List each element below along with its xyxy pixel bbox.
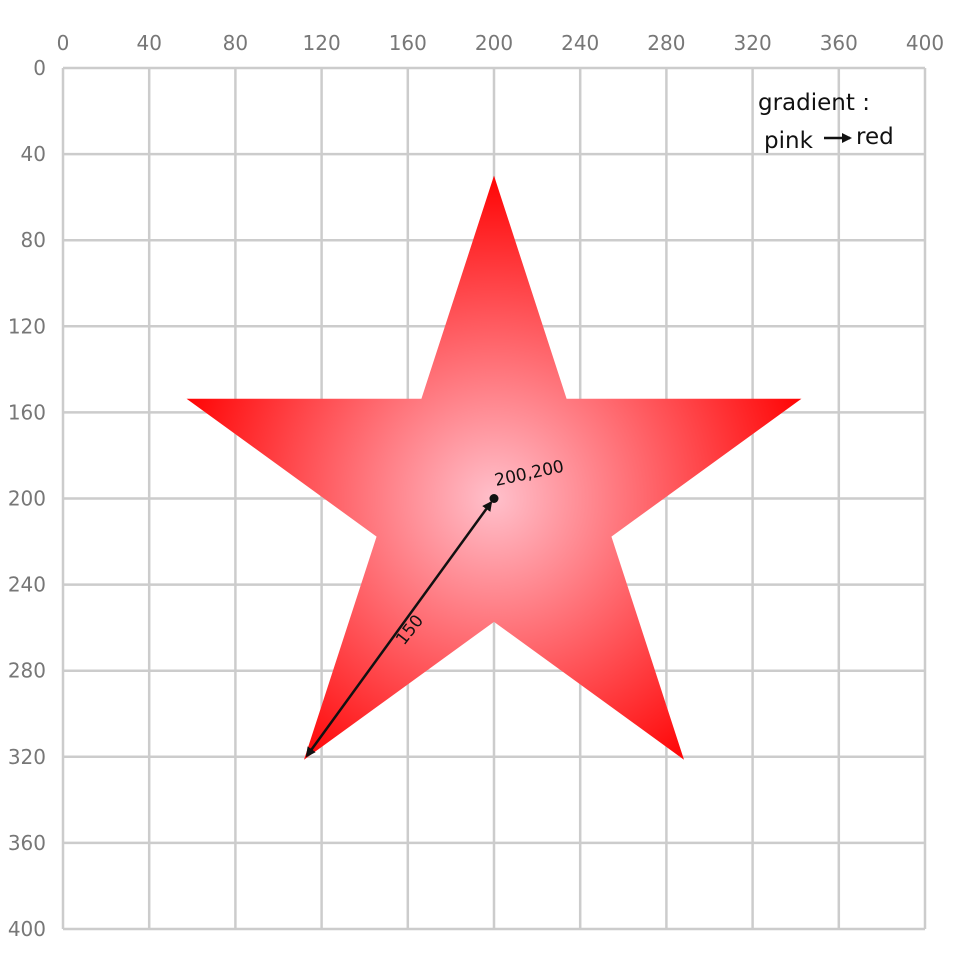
y-tick-label: 0	[33, 56, 46, 80]
x-tick-label: 160	[389, 31, 427, 55]
x-tick-label: 120	[303, 31, 341, 55]
x-tick-label: 360	[820, 31, 858, 55]
y-tick-label: 280	[8, 659, 46, 683]
y-axis-ticks: 0 40 80 120 160 200 240 280 320 360 400	[8, 56, 46, 941]
radius-arrow	[305, 500, 493, 758]
y-tick-label: 360	[8, 831, 46, 855]
x-tick-label: 400	[906, 31, 944, 55]
star-shape	[186, 175, 802, 760]
y-tick-label: 120	[8, 314, 46, 338]
x-tick-label: 0	[57, 31, 70, 55]
x-tick-label: 200	[475, 31, 513, 55]
x-tick-label: 280	[647, 31, 685, 55]
gradient-note-red: red	[856, 124, 894, 150]
x-axis-ticks: 0 40 80 120 160 200 240 280 320 360 400	[57, 31, 944, 55]
y-tick-label: 40	[21, 142, 46, 166]
x-tick-label: 40	[136, 31, 161, 55]
y-tick-label: 160	[8, 400, 46, 424]
gradient-note-pink: pink	[764, 128, 814, 154]
y-tick-label: 320	[8, 745, 46, 769]
gradient-note-line1: gradient :	[758, 90, 870, 116]
x-tick-label: 240	[561, 31, 599, 55]
y-tick-label: 240	[8, 573, 46, 597]
center-point	[489, 494, 499, 503]
x-tick-label: 80	[223, 31, 248, 55]
y-tick-label: 400	[8, 917, 46, 941]
x-tick-label: 320	[734, 31, 772, 55]
y-tick-label: 80	[21, 228, 46, 252]
y-tick-label: 200	[8, 487, 46, 511]
